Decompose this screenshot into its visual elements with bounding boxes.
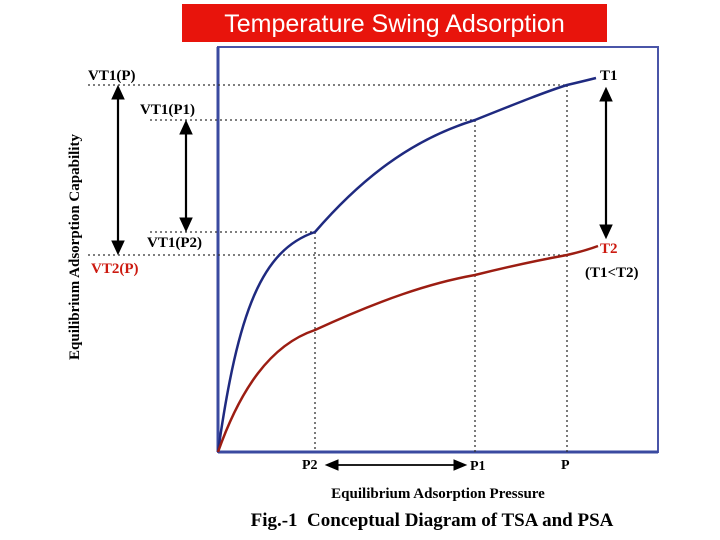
figure-caption: Fig.-1 Conceptual Diagram of TSA and PSA: [251, 510, 614, 531]
isotherm-t1-curve: [216, 76, 597, 453]
label-vt1-p1: VT1(P1): [140, 102, 195, 118]
isotherm-t2-curve: [216, 244, 599, 453]
label-p1: P1: [470, 459, 486, 474]
arrow-vt1p-vt2p: [111, 84, 125, 256]
label-p: P: [561, 458, 570, 473]
label-t-relation: (T1<T2): [585, 265, 639, 281]
arrow-p2-p1: [324, 459, 468, 471]
arrow-t1-t2: [599, 86, 613, 240]
label-p2: P2: [302, 458, 318, 473]
arrow-vt1p1-vt1p2: [179, 119, 193, 233]
label-t1: T1: [600, 68, 618, 84]
label-t2: T2: [600, 241, 618, 257]
label-vt1-p: VT1(P): [88, 68, 136, 84]
x-axis-title: Equilibrium Adsorption Pressure: [331, 486, 545, 502]
slide-title: Temperature Swing Adsorption: [181, 3, 608, 43]
label-vt2-p: VT2(P): [91, 261, 139, 277]
y-axis-title: Equilibrium Adsorption Capability: [67, 134, 83, 360]
guide-lines: [88, 84, 568, 452]
label-vt1-p2: VT1(P2): [147, 235, 202, 251]
